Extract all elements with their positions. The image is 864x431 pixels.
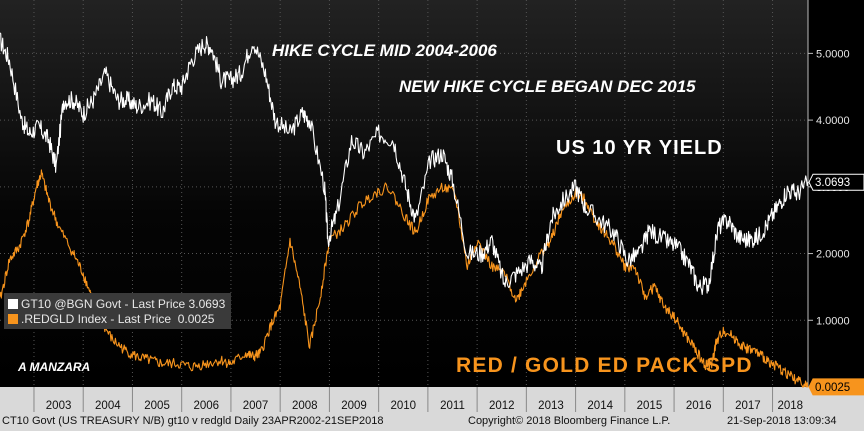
legend-label-redgld: .REDGLD Index - Last Price 0.0025 [21,311,215,326]
footer-bar: CT10 Govt (US TREASURY N/B) gt10 v redgl… [0,412,864,431]
annotation-hike-cycle-2004: HIKE CYCLE MID 2004-2006 [272,41,497,60]
x-tick-label: 2007 [243,400,269,412]
x-tick-label: 2006 [194,400,220,412]
series-group [0,32,809,388]
x-axis-ticks: 2003 2004 2005 2006 2007 2008 2009 2010 2011 2012… [33,387,803,412]
last-value-label: 3.0693 [815,177,850,189]
legend-swatch-orange [8,313,18,324]
annotation-new-hike-cycle: NEW HIKE CYCLE BEGAN DEC 2015 [399,77,696,96]
legend-item-redgld: .REDGLD Index - Last Price 0.0025 [8,311,225,326]
x-tick-label: 2012 [489,400,515,412]
x-tick-label: 2004 [95,400,121,412]
xaxis-band [0,387,864,412]
x-tick-label: 2008 [292,400,318,412]
x-tick-label: 2005 [144,400,170,412]
annotation-us10yr: US 10 YR YIELD [556,137,723,159]
legend-label-gt10: GT10 @BGN Govt - Last Price 3.0693 [21,296,226,311]
y-tick-label: 1.0000 [816,315,850,327]
y-tick-label: 5.0000 [816,48,850,60]
x-tick-label: 2003 [46,400,72,412]
x-tick-label: 2014 [587,400,613,412]
x-tick-label: 2011 [440,400,465,412]
footer-copyright: Copyright© 2018 Bloomberg Finance L.P. [468,415,671,427]
legend-swatch-white [8,298,18,309]
x-tick-label: 2009 [341,400,367,412]
y-tick-label: 2.0000 [816,249,850,261]
yaxis-panel [808,0,864,387]
annotation-author: A MANZARA [17,360,90,374]
legend: GT10 @BGN Govt - Last Price 3.0693 .REDG… [4,293,232,329]
x-tick-label: 2017 [735,400,761,412]
x-tick-label: 2015 [637,400,663,412]
last-value-box [808,173,864,191]
grid-lines [0,0,808,387]
last-value-box [808,378,864,396]
last-value-tag-gt10: 3.0693 [808,173,864,191]
x-tick-label: 2010 [390,400,416,412]
legend-item-gt10: GT10 @BGN Govt - Last Price 3.0693 [8,296,225,311]
x-tick-label: 2018 [777,400,803,412]
last-value-labels: 0.0025 3.0693 [808,173,864,396]
x-tick-label: 2016 [686,400,712,412]
y-tick-label: 4.0000 [816,115,850,127]
last-value-tag-redgld: 0.0025 [808,378,864,396]
footer-timestamp: 21-Sep-2018 13:09:34 [727,415,837,427]
last-value-label: 0.0025 [815,382,850,394]
series-line-redgld [0,169,809,388]
series-line-gt10 [0,32,809,295]
footer-source: CT10 Govt (US TREASURY N/B) gt10 v redgl… [2,415,384,427]
annotation-redgold: RED / GOLD ED PACK SPD [456,354,753,377]
x-tick-label: 2013 [538,400,564,412]
